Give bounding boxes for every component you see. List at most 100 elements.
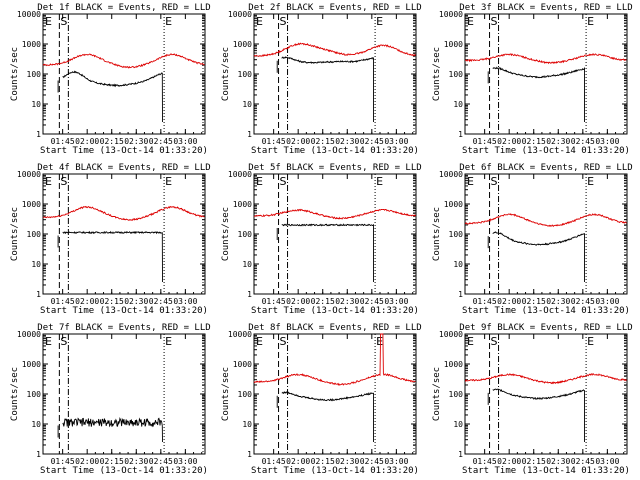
y-axis-label: Counts/sec <box>432 207 442 261</box>
x-tick-label: 02:15 <box>311 457 335 466</box>
panel-title: Det 3f BLACK = Events, RED = LLD <box>459 3 632 13</box>
x-tick-label: 02:15 <box>100 137 124 146</box>
y-axis-label: Counts/sec <box>221 47 231 101</box>
lld-series-line <box>253 333 416 386</box>
x-axis-label: Start Time (13-Oct-14 01:33:20) <box>462 306 630 316</box>
y-tick-label: 10 <box>242 100 252 109</box>
marker-label: S <box>60 175 67 188</box>
panel-title: Det 5f BLACK = Events, RED = LLD <box>248 163 421 173</box>
detector-panel: Det 7f BLACK = Events, RED = LLD 1 10 100 10… <box>10 323 211 476</box>
y-tick-label: 10 <box>31 260 41 269</box>
y-tick-label: 10 <box>242 260 252 269</box>
y-tick-label: 100 <box>27 390 42 399</box>
y-tick-label: 1000 <box>444 40 463 49</box>
lld-series-line <box>42 53 205 69</box>
x-tick-label: 03:00 <box>595 297 619 306</box>
y-tick-label: 1000 <box>444 360 463 369</box>
y-axis-label: Counts/sec <box>221 367 231 421</box>
x-tick-label: 02:15 <box>311 137 335 146</box>
y-tick-label: 1 <box>458 450 463 459</box>
events-series-line <box>57 417 163 443</box>
y-tick-label: 1 <box>247 290 252 299</box>
y-tick-label: 1000 <box>22 200 41 209</box>
y-axis-label: Counts/sec <box>432 47 442 101</box>
events-series-line <box>487 388 585 442</box>
x-tick-label: 02:30 <box>124 137 148 146</box>
y-tick-label: 10000 <box>439 170 463 179</box>
x-tick-label: 02:45 <box>360 457 384 466</box>
x-tick-label: 03:00 <box>595 457 619 466</box>
x-tick-label: 02:15 <box>100 457 124 466</box>
y-tick-label: 100 <box>27 230 42 239</box>
marker-label: S <box>280 15 287 28</box>
x-tick-label: 02:00 <box>497 297 521 306</box>
x-tick-label: 01:45 <box>473 137 497 146</box>
x-tick-label: 02:45 <box>571 137 595 146</box>
marker-label: E <box>256 335 263 348</box>
marker-label: E <box>45 15 52 28</box>
x-tick-label: 02:00 <box>75 297 99 306</box>
x-axis-label: Start Time (13-Oct-14 01:33:20) <box>40 466 208 476</box>
marker-label: E <box>376 15 383 28</box>
x-tick-label: 02:00 <box>75 137 99 146</box>
events-series-line <box>57 230 163 283</box>
y-tick-label: 10 <box>453 100 463 109</box>
y-tick-label: 1000 <box>444 200 463 209</box>
marker-label: E <box>256 175 263 188</box>
x-tick-label: 01:45 <box>51 137 75 146</box>
marker-label: S <box>60 15 67 28</box>
y-tick-label: 100 <box>449 70 464 79</box>
marker-label: E <box>256 15 263 28</box>
events-series-line <box>487 66 585 122</box>
x-tick-label: 01:45 <box>51 297 75 306</box>
y-tick-label: 1 <box>36 290 41 299</box>
detector-panel: Det 3f BLACK = Events, RED = LLD 1 10 100 10… <box>432 3 633 156</box>
marker-label: E <box>587 175 594 188</box>
x-tick-label: 01:45 <box>473 457 497 466</box>
x-axis-label: Start Time (13-Oct-14 01:33:20) <box>251 306 419 316</box>
x-tick-label: 03:00 <box>384 297 408 306</box>
y-tick-label: 10000 <box>17 10 41 19</box>
x-tick-label: 03:00 <box>173 457 197 466</box>
y-tick-label: 1000 <box>233 200 252 209</box>
x-tick-label: 02:45 <box>149 297 173 306</box>
panel-title: Det 8f BLACK = Events, RED = LLD <box>248 323 421 333</box>
y-tick-label: 1 <box>247 130 252 139</box>
panel-title: Det 4f BLACK = Events, RED = LLD <box>37 163 210 173</box>
marker-label: E <box>376 175 383 188</box>
x-tick-label: 02:30 <box>124 297 148 306</box>
marker-label: E <box>467 335 474 348</box>
x-tick-label: 02:30 <box>335 297 359 306</box>
marker-label: E <box>587 335 594 348</box>
marker-label: S <box>491 15 498 28</box>
y-tick-label: 100 <box>27 70 42 79</box>
x-tick-label: 01:45 <box>473 297 497 306</box>
x-tick-label: 01:45 <box>262 297 286 306</box>
panel-frame <box>42 173 206 295</box>
panel-title: Det 9f BLACK = Events, RED = LLD <box>459 323 632 333</box>
events-series-line <box>276 391 374 442</box>
events-series-line <box>276 223 374 282</box>
marker-label: E <box>45 175 52 188</box>
lld-series-line <box>253 208 416 220</box>
lld-series-line <box>42 205 205 221</box>
x-axis-label: Start Time (13-Oct-14 01:33:20) <box>40 146 208 156</box>
panel-title: Det 6f BLACK = Events, RED = LLD <box>459 163 632 173</box>
detector-panel: Det 5f BLACK = Events, RED = LLD 1 10 100 10… <box>221 163 422 316</box>
x-tick-label: 01:45 <box>51 457 75 466</box>
y-tick-label: 10 <box>453 260 463 269</box>
x-tick-label: 03:00 <box>173 137 197 146</box>
y-tick-label: 1 <box>458 290 463 299</box>
x-tick-label: 02:30 <box>124 457 148 466</box>
marker-label: E <box>165 15 172 28</box>
y-axis-label: Counts/sec <box>221 207 231 261</box>
x-axis-label: Start Time (13-Oct-14 01:33:20) <box>462 146 630 156</box>
x-tick-label: 02:00 <box>286 457 310 466</box>
y-tick-label: 1 <box>247 450 252 459</box>
y-tick-label: 100 <box>238 70 253 79</box>
x-tick-label: 02:00 <box>286 137 310 146</box>
detector-panel: Det 6f BLACK = Events, RED = LLD 1 10 100 10… <box>432 163 633 316</box>
y-tick-label: 10 <box>31 100 41 109</box>
panel-frame <box>42 333 206 455</box>
